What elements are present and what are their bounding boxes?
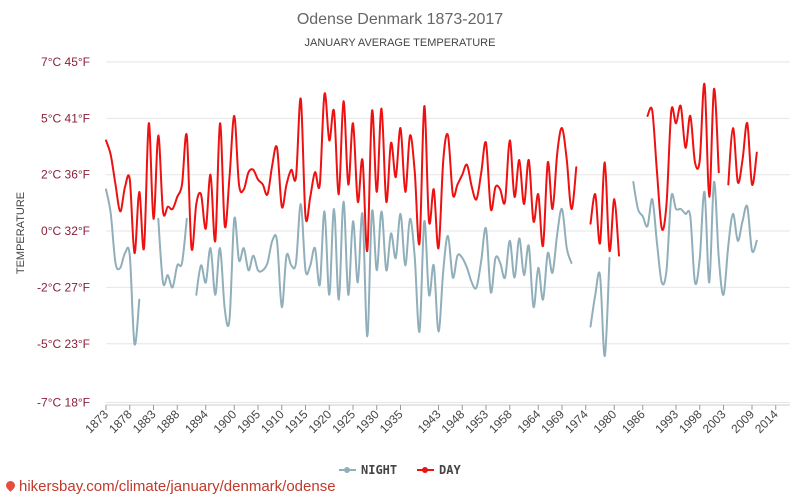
y-tick-label: 5°C 41°F xyxy=(41,111,90,125)
x-tick-label: 2003 xyxy=(700,407,729,436)
x-tick-label: 2014 xyxy=(752,407,781,436)
y-tick-label: -7°C 18°F xyxy=(37,396,90,410)
x-tick-label: 1878 xyxy=(106,407,135,436)
y-axis-ticks: 7°C 45°F 5°C 41°F 2°C 36°F 0°C 32°F -2°C 27°… xyxy=(37,55,90,410)
chart-subtitle: JANUARY AVERAGE TEMPERATURE xyxy=(305,37,496,49)
x-tick-label: 1910 xyxy=(258,407,287,436)
x-tick-label: 1943 xyxy=(415,407,444,436)
x-tick-label: 1980 xyxy=(591,407,620,436)
y-tick-label: 2°C 36°F xyxy=(41,168,90,182)
x-tick-label: 1974 xyxy=(562,407,591,436)
x-tick-label: 1915 xyxy=(282,407,311,436)
x-tick-label: 1888 xyxy=(154,407,183,436)
night-line-segment xyxy=(195,200,573,338)
x-tick-label: 1925 xyxy=(329,407,358,436)
x-tick-label: 1969 xyxy=(538,407,567,436)
legend-day-label[interactable]: DAY xyxy=(439,463,461,477)
night-line-segment xyxy=(589,257,611,358)
day-line-segment xyxy=(727,122,758,186)
x-tick-label: 2009 xyxy=(728,407,757,436)
y-tick-label: -2°C 27°F xyxy=(37,280,90,294)
legend-day-marker xyxy=(422,467,428,473)
y-tick-label: 7°C 45°F xyxy=(41,55,90,69)
y-tick-label: -5°C 23°F xyxy=(37,337,90,351)
x-tick-label: 1894 xyxy=(182,407,211,436)
x-tick-label: 1935 xyxy=(377,407,406,436)
x-tick-label: 1964 xyxy=(515,407,544,436)
source-url[interactable]: hikersbay.com/climate/january/denmark/od… xyxy=(19,478,336,495)
day-line-segment xyxy=(589,161,620,257)
location-pin-icon xyxy=(4,479,17,492)
x-tick-label: 1920 xyxy=(306,407,335,436)
x-tick-label: 1986 xyxy=(619,407,648,436)
day-line-segment xyxy=(646,83,720,231)
legend[interactable]: NIGHT DAY xyxy=(339,463,461,477)
source-link[interactable]: hikersbay.com/climate/january/denmark/od… xyxy=(4,478,336,495)
x-tick-label: 1948 xyxy=(439,407,468,436)
x-tick-label: 1905 xyxy=(234,407,263,436)
x-tick-label: 1930 xyxy=(353,407,382,436)
x-tick-label: 1993 xyxy=(652,407,681,436)
night-line-segment xyxy=(105,188,141,346)
x-tick-label: 1953 xyxy=(462,407,491,436)
legend-night-label[interactable]: NIGHT xyxy=(361,463,397,477)
y-axis-label: TEMPERATURE xyxy=(15,192,27,274)
x-tick-label: 1958 xyxy=(486,407,515,436)
x-tick-label: 1883 xyxy=(130,407,159,436)
series-night xyxy=(105,180,758,358)
chart-title: Odense Denmark 1873-2017 xyxy=(297,11,503,28)
series-day xyxy=(105,83,758,257)
legend-night-marker xyxy=(344,467,350,473)
series-lines xyxy=(105,83,758,358)
x-tick-label: 1873 xyxy=(82,407,111,436)
y-tick-label: 0°C 32°F xyxy=(41,224,90,238)
day-line-segment xyxy=(105,92,578,255)
x-tick-label: 1998 xyxy=(676,407,705,436)
night-line-segment xyxy=(157,217,188,289)
x-tick-label: 1900 xyxy=(211,407,240,436)
grid-lines xyxy=(106,61,790,404)
night-line-segment xyxy=(632,180,758,296)
